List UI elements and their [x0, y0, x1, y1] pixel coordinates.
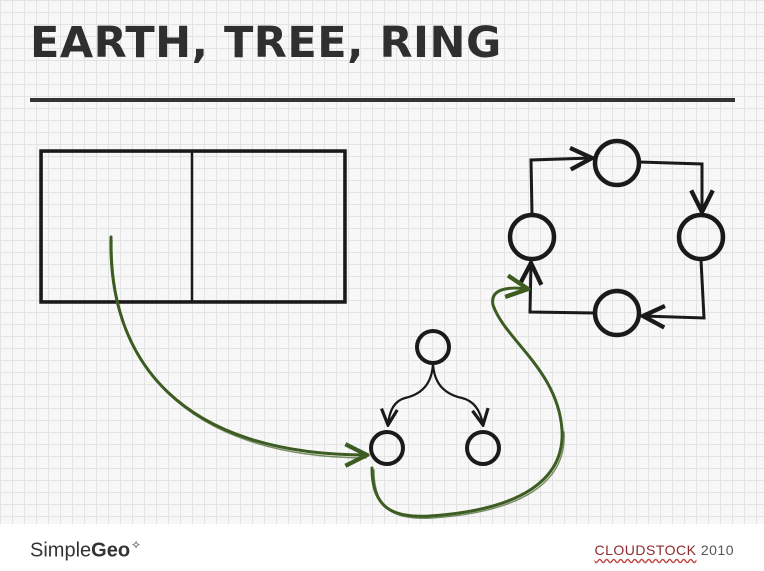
ring-node-top — [592, 138, 642, 188]
tree-left-edge — [388, 362, 435, 425]
event-label: CLOUDSTOCK 2010 — [594, 542, 734, 558]
tree-right-edge — [431, 362, 483, 425]
brand-light-text: Simple — [30, 539, 92, 562]
ring-node-right — [676, 212, 726, 262]
tree-root-node — [415, 329, 451, 365]
earth-to-tree-arrow — [109, 235, 367, 455]
ring-edge-bottom-left — [530, 263, 596, 315]
ring-node-left — [507, 212, 557, 262]
tree-to-ring-arrow — [370, 288, 564, 518]
tree-structure — [369, 329, 501, 466]
ring-structure — [507, 138, 726, 338]
brand-bold-text: Geo — [91, 539, 131, 562]
event-year: 2010 — [700, 542, 734, 558]
ring-node-bottom — [592, 288, 642, 338]
simplegeo-logo: SimpleGeo✧ — [30, 538, 141, 563]
satellite-swoosh-icon: ✧ — [131, 538, 142, 552]
slide-footer: SimpleGeo✧ CLOUDSTOCK 2010 — [0, 524, 764, 571]
earth-rectangle — [39, 149, 347, 304]
ring-edge-left-top — [529, 158, 592, 215]
event-name: CLOUDSTOCK — [594, 542, 697, 558]
slide-title: EARTH, TREE, RING — [30, 18, 502, 68]
tree-left-node — [369, 430, 405, 466]
tree-right-node — [465, 430, 501, 466]
title-underline — [30, 98, 735, 102]
earth-rectangle-outline — [39, 149, 347, 304]
ring-edge-right-bottom — [643, 259, 706, 318]
green-mapping-arrows — [109, 235, 565, 519]
ring-edge-top-right — [638, 160, 702, 212]
